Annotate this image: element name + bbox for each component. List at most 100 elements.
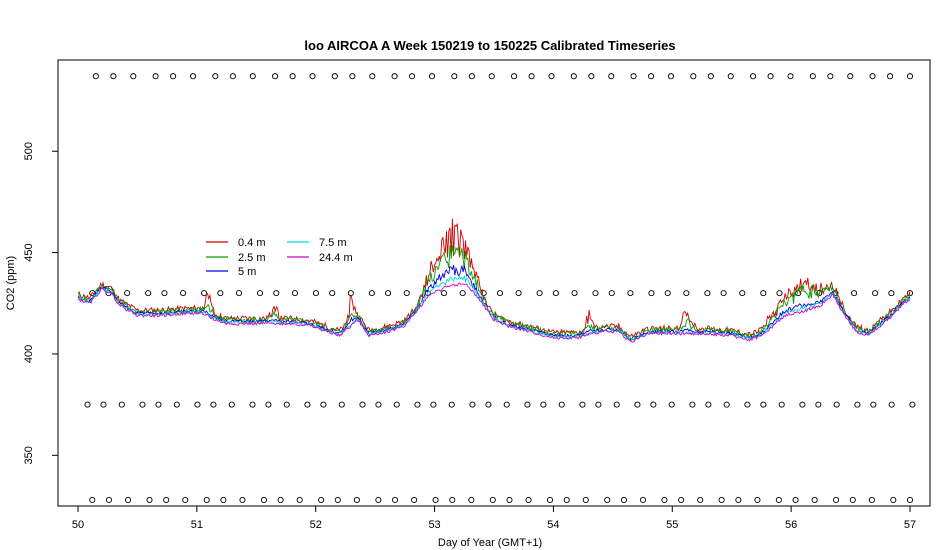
calibration-point <box>468 73 475 80</box>
calibration-point <box>707 73 714 80</box>
calibration-point <box>440 290 448 297</box>
calibration-point <box>639 496 647 503</box>
calibration-point <box>546 496 554 503</box>
calibration-point <box>277 496 284 503</box>
calibration-point <box>776 290 783 297</box>
calibration-point <box>739 290 746 297</box>
calibration-point <box>105 496 113 503</box>
calibration-point <box>847 73 854 80</box>
calibration-point <box>118 401 125 408</box>
calibration-point <box>851 290 858 297</box>
calibration-point <box>173 401 180 408</box>
series-line <box>77 274 911 343</box>
calibration-point <box>347 290 354 297</box>
calibration-point <box>180 290 187 297</box>
calibration-point <box>854 401 861 408</box>
calibration-point <box>787 73 794 80</box>
calibration-point <box>890 496 897 503</box>
calibration-point <box>368 290 375 297</box>
calibration-point <box>239 496 246 503</box>
calibration-point <box>524 401 531 408</box>
calibration-point <box>146 496 153 503</box>
calibration-point <box>182 496 189 503</box>
calibration-point <box>353 496 360 503</box>
calibration-point <box>767 73 774 80</box>
series-line <box>77 282 911 343</box>
calibration-point <box>552 290 559 297</box>
calibration-point <box>887 73 894 80</box>
calibration-point <box>391 73 398 80</box>
calibration-point <box>393 401 400 408</box>
calibration-point <box>815 401 822 408</box>
calibration-point <box>256 290 264 297</box>
calibration-point <box>720 290 727 297</box>
calibration-point <box>869 73 876 80</box>
calibration-point <box>92 73 99 80</box>
calibration-point <box>414 401 421 408</box>
calibration-point <box>727 73 734 80</box>
calibration-point <box>235 290 243 297</box>
plot-frame <box>57 59 931 507</box>
x-axis: 50 51 52 53 54 55 56 57 <box>72 506 916 531</box>
calibration-point <box>409 73 416 80</box>
calibration-point <box>811 496 818 503</box>
calibration-point <box>145 290 152 297</box>
calibration-point <box>296 496 303 503</box>
calibration-point <box>220 496 227 503</box>
calibration-point <box>318 496 325 503</box>
calibration-point <box>668 401 675 408</box>
x-tick-label: 56 <box>785 519 797 531</box>
calibration-point <box>620 496 627 503</box>
calibration-point <box>309 73 316 80</box>
calibration-point <box>496 290 503 297</box>
legend-label-0.4m: 0.4 m <box>238 237 266 249</box>
calibration-point <box>329 290 336 297</box>
calibration-point <box>634 401 641 408</box>
calibration-point <box>312 290 319 297</box>
calibration-point <box>217 290 224 297</box>
calibration-point <box>334 496 341 503</box>
calibration-point <box>515 290 522 297</box>
calibration-point <box>792 496 799 503</box>
calibration-point <box>304 401 311 408</box>
calibration-point <box>548 73 555 80</box>
chart-title: loo AIRCOA A Week 150219 to 150225 Calib… <box>304 38 675 53</box>
calibration-point <box>152 73 159 80</box>
calibration-point <box>84 401 91 408</box>
calibration-point <box>833 496 840 503</box>
legend-label-2.5m: 2.5 m <box>238 252 266 264</box>
calibration-point <box>189 73 197 80</box>
x-tick-label: 55 <box>666 519 678 531</box>
calibration-point <box>163 496 170 503</box>
calibration-point <box>760 401 767 408</box>
x-tick-label: 53 <box>428 519 440 531</box>
calibration-point <box>664 290 671 297</box>
calibration-point <box>506 496 513 503</box>
calibration-point <box>391 496 399 503</box>
calibration-point <box>210 401 217 408</box>
x-tick-label: 52 <box>310 519 322 531</box>
calibration-point <box>430 401 437 408</box>
calibration-point <box>170 73 177 80</box>
calibration-point <box>595 401 602 408</box>
calibration-point <box>630 73 637 80</box>
calibration-point <box>809 73 816 80</box>
calibration-point <box>667 73 675 80</box>
calibration-point <box>448 401 455 408</box>
calibration-point <box>432 496 439 503</box>
calibration-point <box>451 73 458 80</box>
calibration-point <box>588 73 595 80</box>
calibration-point <box>338 401 345 408</box>
calibration-point <box>888 290 895 297</box>
calibration-point <box>760 290 767 297</box>
calibration-point <box>678 496 685 503</box>
calibration-point <box>289 73 296 80</box>
calibration-point <box>723 401 730 408</box>
calibration-point <box>799 401 806 408</box>
y-axis: 350 400 450 500 <box>23 142 58 464</box>
calibration-point <box>283 401 290 408</box>
legend-label-24.4m: 24.4 m <box>319 252 353 264</box>
calibration-point <box>449 496 456 503</box>
calibration-point <box>488 73 495 80</box>
